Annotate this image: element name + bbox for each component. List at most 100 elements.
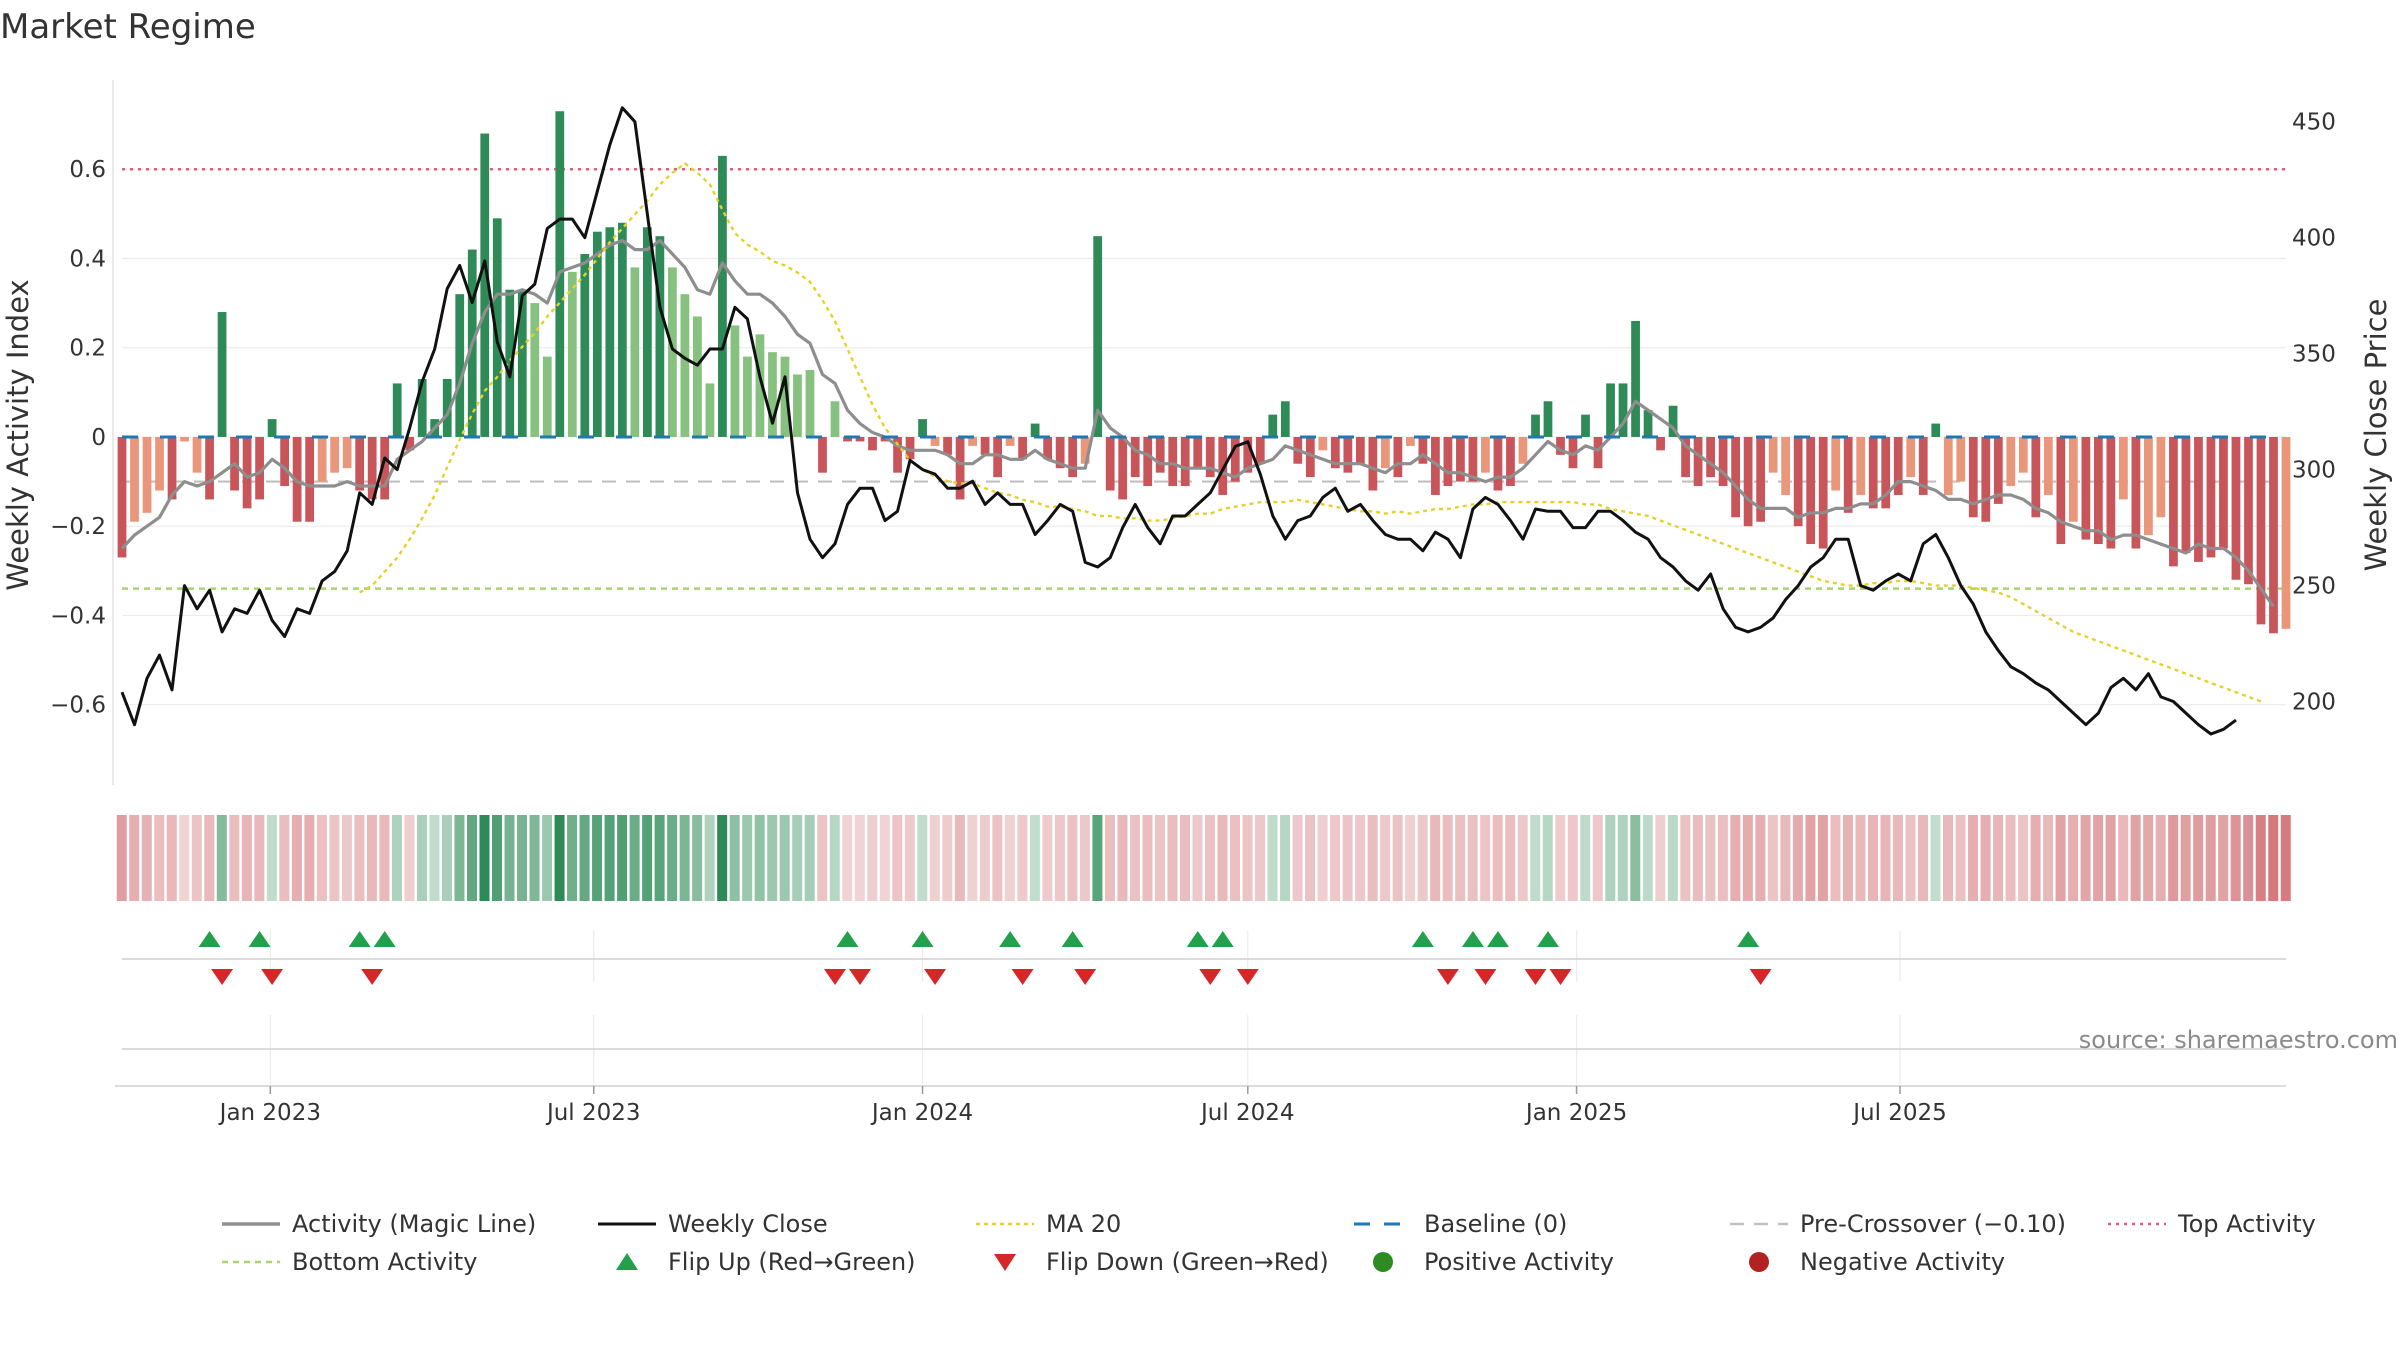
- activity-bar: [180, 436, 189, 442]
- regime-strip-cell: [191, 815, 202, 901]
- activity-bar: [1956, 436, 1966, 482]
- regime-strip-cell: [1605, 815, 1616, 901]
- flip-up-marker: [911, 931, 934, 947]
- activity-bar: [2119, 436, 2128, 500]
- regime-strip-cell: [767, 815, 778, 901]
- regime-strip-cell: [1993, 815, 2004, 901]
- regime-strip-cell: [241, 815, 252, 901]
- regime-strip-cell: [2218, 815, 2229, 901]
- regime-strip-cell: [1405, 815, 1416, 901]
- activity-bar: [455, 294, 465, 437]
- activity-bar: [930, 436, 940, 446]
- regime-strip-cell: [1968, 815, 1979, 901]
- regime-strip-cell: [1154, 815, 1165, 901]
- regime-strip-cell: [154, 815, 165, 901]
- regime-strip-cell: [1267, 815, 1278, 901]
- regime-strip-cell: [642, 815, 653, 901]
- regime-strip-cell: [1767, 815, 1778, 901]
- activity-bar: [830, 401, 840, 437]
- activity-bar: [1018, 436, 1028, 460]
- activity-bar: [1831, 436, 1841, 491]
- activity-bar: [1268, 414, 1278, 437]
- date-tick-label: Jul 2023: [545, 1100, 641, 1126]
- regime-strip-cell: [416, 815, 427, 901]
- regime-strip-cell: [517, 815, 528, 901]
- activity-bar: [1606, 383, 1615, 437]
- regime-strip-cell: [1455, 815, 1466, 901]
- activity-bar: [317, 436, 327, 482]
- flip-down-marker: [1524, 969, 1547, 985]
- regime-strip-cell: [129, 815, 140, 901]
- activity-bar: [980, 436, 990, 455]
- regime-strip-cell: [1930, 815, 1941, 901]
- activity-bar: [943, 436, 952, 455]
- regime-strip-cell: [1467, 815, 1478, 901]
- activity-bar: [1431, 436, 1440, 495]
- regime-strip-cell: [1730, 815, 1741, 901]
- activity-bar: [1043, 436, 1053, 460]
- activity-bar: [1093, 236, 1103, 437]
- activity-bar: [1443, 436, 1453, 487]
- activity-bar: [780, 356, 790, 437]
- activity-bar: [1030, 423, 1040, 437]
- regime-strip-cell: [2118, 815, 2129, 901]
- regime-strip-cell: [179, 815, 190, 901]
- regime-strip-cell: [2130, 815, 2141, 901]
- regime-strip-cell: [1655, 815, 1666, 901]
- activity-bar: [755, 334, 765, 437]
- regime-strip-cell: [2018, 815, 2029, 901]
- activity-bar: [442, 378, 452, 437]
- chart-title: Market Regime: [0, 7, 256, 47]
- activity-bar: [2106, 436, 2116, 549]
- regime-strip: [116, 815, 2291, 901]
- regime-strip-cell: [1442, 815, 1453, 901]
- activity-bar: [1393, 436, 1403, 478]
- regime-strip-cell: [2043, 815, 2054, 901]
- legend-swatch-flip-up: [616, 1253, 638, 1270]
- activity-bar: [380, 436, 390, 500]
- regime-strip-cell: [1517, 815, 1528, 901]
- regime-strip-cell: [742, 815, 753, 901]
- right-tick-label: 450: [2292, 110, 2336, 136]
- regime-strip-cell: [942, 815, 953, 901]
- activity-bar: [905, 436, 915, 460]
- activity-bar: [955, 436, 965, 500]
- regime-strip-cell: [2205, 815, 2216, 901]
- regime-strip-cell: [2080, 815, 2091, 901]
- activity-bar: [117, 436, 127, 558]
- activity-bar: [417, 378, 427, 437]
- left-tick-label: 0: [91, 425, 106, 451]
- regime-strip-cell: [1667, 815, 1678, 901]
- regime-strip-cell: [429, 815, 440, 901]
- regime-strip-cell: [1855, 815, 1866, 901]
- activity-bar: [1168, 436, 1178, 487]
- regime-strip-cell: [1917, 815, 1929, 901]
- left-tick-label: −0.4: [50, 603, 106, 629]
- left-tick-label: 0.2: [69, 336, 106, 362]
- activity-bar: [730, 325, 740, 437]
- activity-bar: [2056, 436, 2066, 545]
- regime-strip-cell: [692, 815, 703, 901]
- regime-strip-cell: [441, 815, 452, 901]
- regime-strip-cell: [1117, 815, 1128, 901]
- regime-strip-cell: [1230, 815, 1241, 901]
- regime-strip-cell: [829, 815, 840, 901]
- regime-strip-cell: [1067, 815, 1078, 901]
- activity-bar: [355, 436, 365, 491]
- flip-up-marker: [1211, 931, 1234, 947]
- legend-label: Weekly Close: [668, 1210, 828, 1238]
- regime-strip-cell: [1880, 815, 1891, 901]
- legend-label: Pre-Crossover (−0.10): [1800, 1210, 2066, 1238]
- regime-strip-cell: [554, 815, 565, 901]
- activity-bar: [1931, 423, 1941, 437]
- date-tick-label: Jan 2023: [218, 1100, 321, 1126]
- regime-strip-cell: [1505, 815, 1516, 901]
- activity-bar: [517, 289, 527, 437]
- regime-strip-cell: [792, 815, 803, 901]
- flip-down-marker: [823, 969, 846, 985]
- activity-bar: [843, 436, 852, 442]
- regime-strip-cell: [1943, 815, 1954, 901]
- activity-bar: [392, 383, 402, 437]
- activity-bar: [2144, 436, 2153, 536]
- flip-up-marker: [1461, 931, 1484, 947]
